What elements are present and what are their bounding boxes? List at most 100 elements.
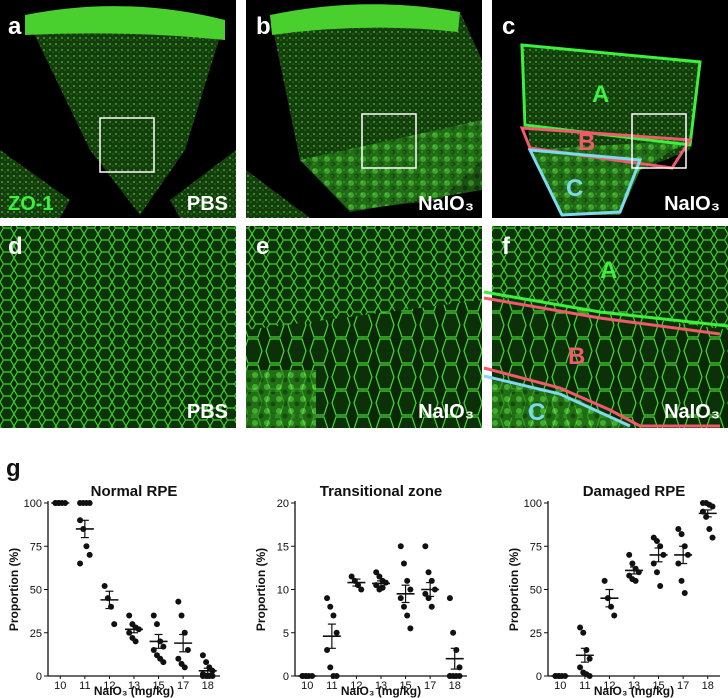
x-tick-label: 18 (202, 680, 214, 692)
outline-a (520, 43, 702, 147)
x-tick-label: 17 (677, 680, 689, 692)
data-point (153, 621, 160, 628)
tissue-edge (270, 4, 460, 35)
x-tick-label: 12 (103, 680, 115, 692)
y-axis-label: Proportion (%) (507, 548, 521, 631)
chart-title: Damaged RPE (583, 483, 686, 500)
chart-title: Transitional zone (320, 483, 443, 500)
data-point (400, 560, 407, 567)
data-point (629, 560, 636, 567)
x-tick-label: 11 (79, 680, 90, 692)
inset-box (361, 113, 417, 169)
data-point (83, 543, 90, 550)
panel-letter: b (256, 13, 271, 40)
data-point (126, 612, 133, 619)
data-point (653, 569, 660, 576)
y-tick-label: 10 (277, 585, 289, 597)
panel-letter: c (502, 13, 515, 40)
region-label: C (528, 399, 545, 426)
data-point (150, 612, 157, 619)
data-point (358, 586, 365, 593)
y-tick-label: 0 (536, 671, 542, 683)
panel-labels: a b c d e f PBS NaIO₃ NaIO₃ PBS NaIO₃ Na… (6, 13, 720, 482)
panel-letter: a (8, 13, 22, 40)
x-tick-label: 13 (375, 680, 387, 692)
y-tick-label: 25 (530, 628, 542, 640)
tissue (0, 150, 70, 218)
y-tick-label: 0 (36, 671, 42, 683)
y-tick-label: 50 (530, 585, 542, 597)
x-tick-label: 13 (128, 680, 140, 692)
data-point (681, 589, 688, 596)
data-point (425, 569, 432, 576)
panel-d (0, 226, 236, 428)
data-point (324, 595, 331, 602)
x-tick-label: 10 (54, 680, 66, 692)
y-axis-label: Proportion (%) (254, 548, 268, 631)
data-point (678, 577, 685, 584)
inset-box (99, 117, 155, 173)
x-tick-label: 12 (350, 680, 362, 692)
panel-row-2 (0, 226, 728, 428)
condition-label: PBS (187, 193, 228, 215)
y-axis-label: Proportion (%) (7, 548, 21, 631)
data-point (577, 664, 584, 671)
data-point (376, 573, 383, 580)
x-tick-label: 18 (449, 680, 461, 692)
data-point (111, 621, 118, 628)
x-tick-label: 15 (152, 680, 164, 692)
data-point (209, 673, 216, 679)
data-point (404, 577, 411, 584)
data-point (181, 664, 188, 671)
region-label: A (592, 81, 609, 108)
data-point (626, 551, 633, 558)
charts: Normal RPE Proportion (%) NaIO₃ (mg/kg) 0 25… (7, 483, 720, 698)
data-point (611, 612, 618, 619)
damage (530, 140, 690, 215)
x-axis-label: NaIO₃ (mg/kg) (341, 684, 421, 698)
data-point (675, 560, 682, 567)
x-tick-label: 10 (554, 680, 566, 692)
data-point (333, 629, 340, 636)
data-point (397, 543, 404, 550)
y-tick-label: 75 (30, 541, 42, 553)
data-point (203, 659, 210, 666)
x-axis-label: NaIO₃ (mg/kg) (94, 684, 174, 698)
tissue (246, 170, 310, 218)
data-point (657, 583, 664, 590)
data-point (446, 673, 453, 679)
x-axis-label: NaIO₃ (mg/kg) (594, 684, 674, 698)
x-tick-label: 10 (301, 680, 313, 692)
data-point (175, 655, 182, 662)
tissue (25, 15, 225, 215)
data-point (407, 625, 414, 632)
data-point (653, 538, 660, 545)
data-point (428, 603, 435, 610)
condition-label: NaIO₃ (418, 401, 474, 423)
damage (246, 370, 316, 428)
stain-label: ZO-1 (8, 193, 54, 215)
y-tick-label: 5 (283, 628, 289, 640)
data-point (333, 673, 340, 679)
data-point (373, 569, 380, 576)
data-point (199, 652, 206, 659)
data-point (86, 500, 93, 506)
data-point (706, 525, 713, 532)
data-point (327, 664, 334, 671)
data-point (404, 612, 411, 619)
chart: Transitional zone Proportion (%) NaIO₃ (mg… (254, 483, 467, 698)
outline-a (483, 290, 728, 328)
damage (300, 120, 482, 212)
data-point (446, 595, 453, 602)
data-point (77, 517, 84, 524)
data-point (132, 638, 139, 645)
data-point (348, 573, 355, 580)
data-point (580, 629, 587, 636)
data-point (77, 560, 84, 567)
data-point (577, 624, 584, 631)
chart-title: Normal RPE (91, 483, 178, 500)
panel-letter: d (8, 233, 23, 260)
region-label: B (578, 129, 595, 156)
y-tick-label: 100 (24, 498, 42, 510)
